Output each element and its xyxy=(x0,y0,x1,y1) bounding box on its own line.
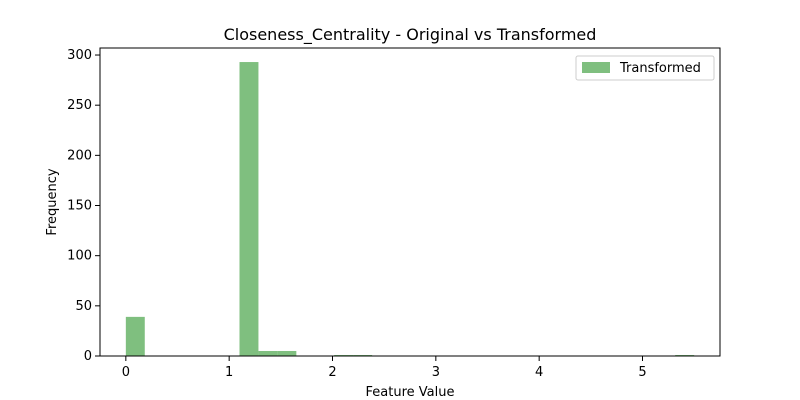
y-axis-label: Frequency xyxy=(45,168,60,235)
x-tick-label: 5 xyxy=(638,365,646,380)
y-tick-label: 200 xyxy=(67,148,92,163)
legend-swatch-transformed xyxy=(582,62,610,73)
histogram-bar xyxy=(675,354,695,356)
x-tick-label: 4 xyxy=(535,365,543,380)
histogram-bar xyxy=(277,350,297,356)
x-tick-label: 0 xyxy=(122,365,130,380)
y-axis-ticks: 0 50 100 150 200 250 300 xyxy=(67,48,100,364)
x-axis-label: Feature Value xyxy=(366,385,455,400)
legend: Transformed xyxy=(575,55,715,81)
y-tick-label: 0 xyxy=(84,349,92,364)
histogram-bars xyxy=(125,62,695,357)
histogram-bar xyxy=(125,316,145,356)
plot-frame xyxy=(99,47,721,357)
y-tick-label: 300 xyxy=(67,48,92,63)
x-tick-label: 3 xyxy=(432,365,440,380)
y-tick-label: 250 xyxy=(67,98,92,113)
y-tick-label: 150 xyxy=(67,199,92,214)
histogram-bar xyxy=(239,62,259,357)
y-tick-label: 100 xyxy=(67,249,92,264)
y-tick-label: 50 xyxy=(75,299,92,314)
histogram-bar xyxy=(353,354,373,356)
legend-box xyxy=(575,55,715,81)
legend-label-transformed: Transformed xyxy=(619,61,701,76)
x-axis-ticks: 0 1 2 3 4 5 xyxy=(122,356,647,380)
histogram-bar xyxy=(334,354,354,356)
x-tick-label: 1 xyxy=(225,365,233,380)
chart-title: Closeness_Centrality - Original vs Trans… xyxy=(224,25,597,45)
x-tick-label: 2 xyxy=(328,365,336,380)
histogram-bar xyxy=(258,350,278,356)
